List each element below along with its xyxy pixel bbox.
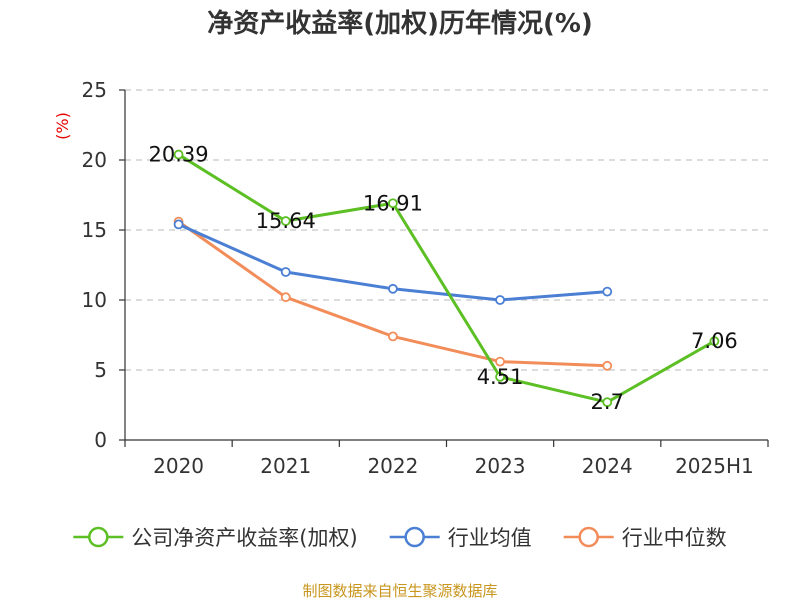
legend-label: 公司净资产收益率(加权) — [131, 526, 357, 550]
y-tick-label: 0 — [94, 428, 107, 452]
grid-lines — [125, 89, 768, 371]
x-tick-label: 2025H1 — [675, 454, 754, 478]
data-labels: 20.39 15.64 16.91 4.51 2.7 7.06 — [149, 143, 738, 415]
x-tick-label: 2021 — [260, 454, 311, 478]
data-point — [388, 198, 398, 209]
y-tick-label: 20 — [82, 148, 107, 172]
legend-item-1[interactable]: 行业均值 — [389, 526, 532, 550]
chart-title: 净资产收益率(加权)历年情况(%) — [207, 8, 593, 39]
data-point — [602, 286, 613, 297]
legend-label: 行业中位数 — [622, 526, 727, 550]
legend: 公司净资产收益率(加权) 行业均值 行业中位数 — [73, 526, 727, 550]
data-point — [280, 216, 291, 226]
data-point — [602, 397, 613, 408]
series-1 — [173, 219, 613, 305]
axes: 0 5 10 15 20 25 2020 2021 2022 2023 2024 2025H1 — [82, 78, 769, 478]
y-tick-label: 25 — [82, 78, 107, 102]
y-tick-label: 15 — [82, 218, 107, 242]
data-point — [495, 371, 505, 382]
data-point — [173, 149, 184, 160]
x-tick-label: 2020 — [153, 454, 204, 478]
data-label: 16.91 — [363, 191, 423, 215]
data-label: 4.51 — [477, 365, 524, 389]
legend-label: 行业均值 — [448, 526, 532, 550]
series-0 — [173, 149, 720, 408]
x-tick-label: 2024 — [582, 454, 633, 478]
series-2 — [173, 216, 613, 371]
data-point — [709, 336, 720, 347]
data-point — [388, 283, 398, 294]
data-point — [495, 356, 505, 367]
y-tick-label: 5 — [94, 358, 107, 382]
series-line — [177, 220, 608, 368]
data-point — [280, 267, 291, 277]
series — [173, 149, 720, 408]
data-label: 7.06 — [691, 329, 738, 353]
y-tick-label: 10 — [82, 288, 107, 312]
data-point — [388, 331, 398, 342]
x-tick-label: 2022 — [367, 454, 418, 478]
legend-circle-icon — [88, 526, 109, 548]
data-point — [173, 219, 184, 230]
data-label: 2.7 — [591, 390, 624, 414]
data-point — [602, 360, 613, 371]
legend-circle-icon — [404, 526, 425, 548]
x-tick-label: 2023 — [475, 454, 526, 478]
data-point — [280, 292, 291, 303]
data-label: 20.39 — [149, 143, 209, 167]
legend-item-0[interactable]: 公司净资产收益率(加权) — [73, 526, 358, 550]
data-label: 15.64 — [256, 209, 316, 233]
legend-circle-icon — [578, 526, 599, 548]
y-axis-unit-label: (%) — [53, 112, 72, 140]
legend-item-2[interactable]: 行业中位数 — [563, 526, 727, 550]
series-line — [177, 153, 716, 404]
data-point — [495, 295, 505, 305]
source-note: 制图数据来自恒生聚源数据库 — [302, 582, 497, 600]
